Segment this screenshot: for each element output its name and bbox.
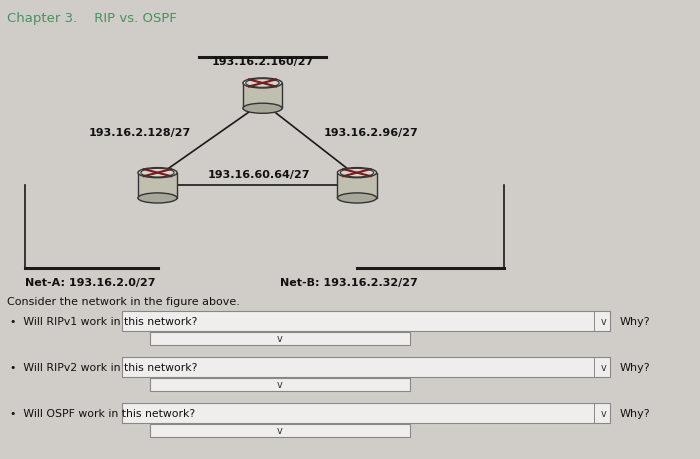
FancyBboxPatch shape: [150, 378, 410, 392]
FancyBboxPatch shape: [122, 312, 610, 331]
Text: Why?: Why?: [620, 316, 650, 326]
Text: v: v: [277, 425, 283, 436]
Text: Consider the network in the figure above.: Consider the network in the figure above…: [7, 296, 240, 306]
Text: 193.16.2.128/27: 193.16.2.128/27: [89, 128, 191, 138]
FancyBboxPatch shape: [122, 403, 610, 423]
Bar: [243, 84, 282, 109]
Text: Net-B: 193.16.2.32/27: Net-B: 193.16.2.32/27: [280, 278, 418, 288]
Text: •  Will RIPv2 work in this network?: • Will RIPv2 work in this network?: [10, 362, 198, 372]
Ellipse shape: [337, 194, 377, 204]
FancyBboxPatch shape: [150, 332, 410, 346]
Ellipse shape: [138, 168, 177, 179]
Text: Why?: Why?: [620, 408, 650, 418]
Text: v: v: [277, 334, 283, 344]
Text: 193.16.2.96/27: 193.16.2.96/27: [323, 128, 419, 138]
FancyBboxPatch shape: [150, 424, 410, 437]
Text: v: v: [277, 380, 283, 390]
Text: Net-A: 193.16.2.0/27: Net-A: 193.16.2.0/27: [25, 278, 155, 288]
Text: •  Will RIPv1 work in this network?: • Will RIPv1 work in this network?: [10, 316, 198, 326]
Text: 193.16.2.160/27: 193.16.2.160/27: [211, 57, 314, 67]
Text: v: v: [601, 362, 606, 372]
Ellipse shape: [243, 104, 282, 114]
FancyBboxPatch shape: [122, 358, 610, 377]
Ellipse shape: [337, 168, 377, 179]
Text: 193.16.60.64/27: 193.16.60.64/27: [208, 170, 310, 180]
Ellipse shape: [243, 79, 282, 89]
Ellipse shape: [138, 194, 177, 204]
Text: Why?: Why?: [620, 362, 650, 372]
Text: •  Will OSPF work in this network?: • Will OSPF work in this network?: [10, 408, 195, 418]
Bar: [138, 173, 177, 198]
Text: v: v: [601, 408, 606, 418]
Text: Chapter 3.    RIP vs. OSPF: Chapter 3. RIP vs. OSPF: [7, 11, 177, 24]
Text: v: v: [601, 316, 606, 326]
Bar: [337, 173, 377, 198]
